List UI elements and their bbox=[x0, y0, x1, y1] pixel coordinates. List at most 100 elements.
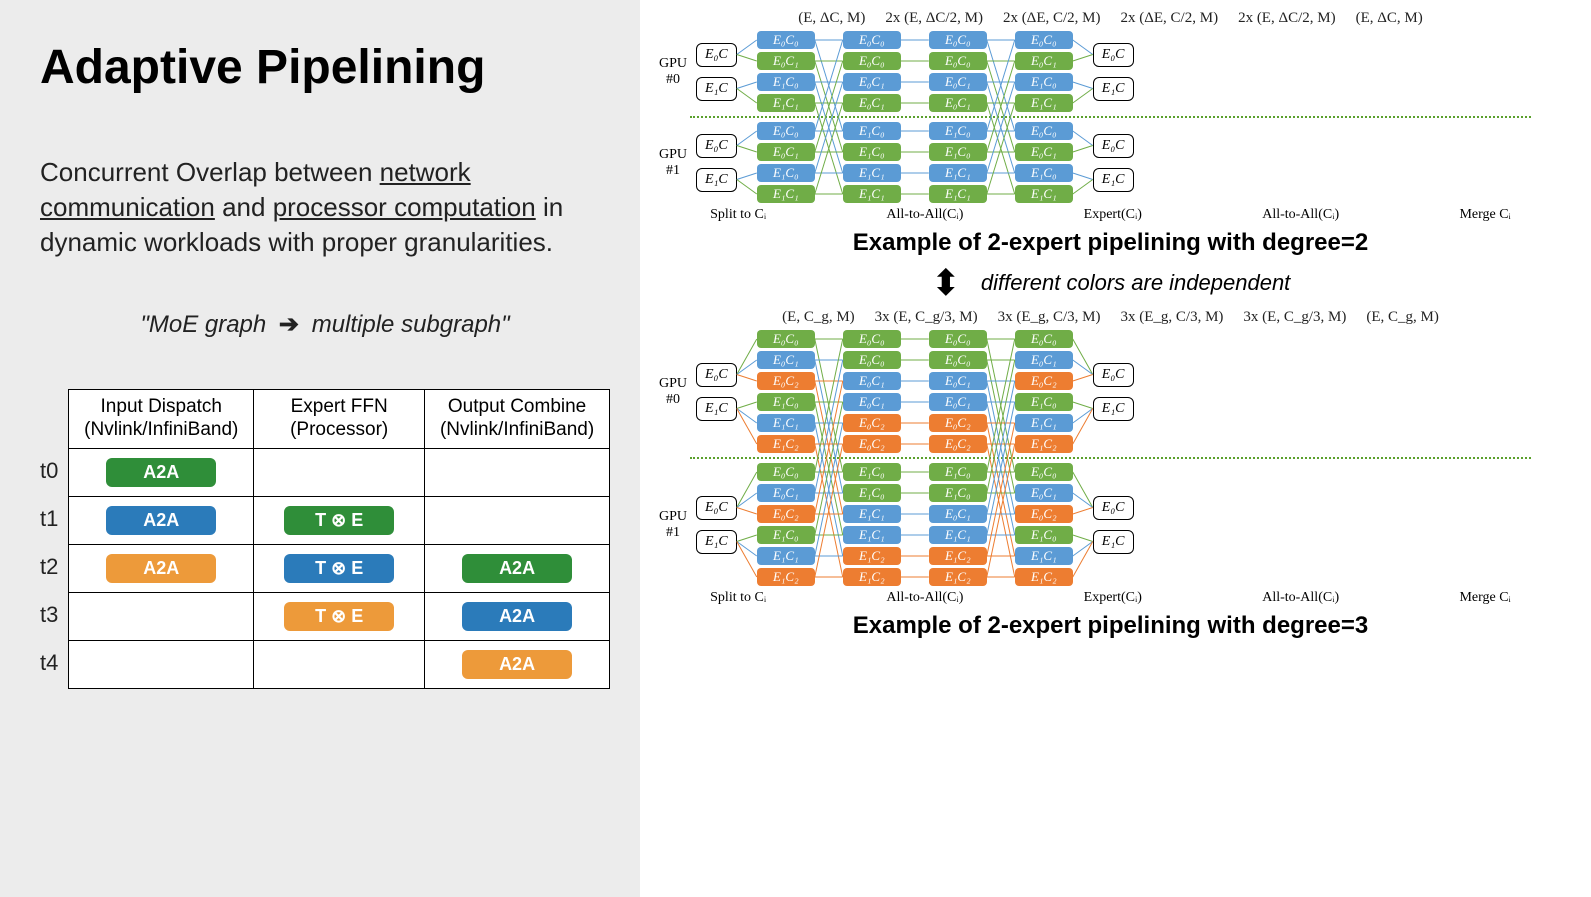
chip: E₁C₂ bbox=[757, 568, 815, 586]
table-cell bbox=[69, 640, 254, 688]
chip: E₀C₁ bbox=[929, 505, 987, 523]
chip: E₀C₀ bbox=[929, 31, 987, 49]
formula-term: 2x (ΔE, C/2, M) bbox=[1121, 10, 1219, 27]
chip: E₁C₁ bbox=[929, 164, 987, 182]
chip: E₀C₀ bbox=[843, 351, 901, 369]
diagram-degree-2: (E, ΔC, M)2x (E, ΔC/2, M)2x (ΔE, C/2, M)… bbox=[650, 10, 1571, 257]
chip: E₀C₀ bbox=[843, 31, 901, 49]
arrow-icon: ➔ bbox=[279, 311, 299, 338]
mid-cols: E₀C₀ E₀C₁ E₀C₂ E₁C₀ E₁C₁ E₁C₂ E₁C₀ E₁C₀ E₁C₁ E₁C₁… bbox=[757, 463, 1073, 586]
chip: E₁C₁ bbox=[1015, 185, 1073, 203]
formula-term: 3x (E_g, C/3, M) bbox=[1121, 309, 1224, 326]
chip: E₁C₁ bbox=[1015, 94, 1073, 112]
gpu-block: GPU#1E₀CE₁CE₀C₀E₀C₁E₀C₂E₁C₀E₁C₁E₁C₂E₁C₀E… bbox=[650, 463, 1571, 586]
table-cell bbox=[254, 640, 425, 688]
io-col-right: E₀CE₁C bbox=[1093, 496, 1134, 554]
left-panel: Adaptive Pipelining Concurrent Overlap b… bbox=[0, 0, 640, 897]
table-cell: A2A bbox=[69, 448, 254, 496]
stage-label: Split to Cᵢ bbox=[710, 590, 766, 606]
d3-stage-labels: Split to CᵢAll-to-All(Cᵢ)Expert(Cᵢ)All-t… bbox=[650, 590, 1571, 606]
table-header: Input Dispatch(Nvlink/InfiniBand) bbox=[69, 390, 254, 449]
io-col-left: E₀CE₁C bbox=[696, 363, 737, 421]
chip: E₀C₁ bbox=[929, 393, 987, 411]
desc-u2: processor computation bbox=[273, 192, 536, 222]
io-box: E₁C bbox=[1093, 168, 1134, 192]
table-row: A2A T ⊗ E bbox=[69, 496, 610, 544]
chip: E₁C₀ bbox=[757, 164, 815, 182]
table-header: Expert FFN(Processor) bbox=[254, 390, 425, 449]
pill: A2A bbox=[106, 506, 216, 535]
stage-label: Split to Cᵢ bbox=[710, 207, 766, 223]
table-cell bbox=[425, 496, 610, 544]
formula-term: (E, C_g, M) bbox=[1366, 309, 1439, 326]
chip: E₀C₁ bbox=[929, 94, 987, 112]
pill: T ⊗ E bbox=[284, 554, 394, 583]
chip: E₁C₁ bbox=[757, 414, 815, 432]
chip: E₀C₂ bbox=[929, 414, 987, 432]
mid-col: E₀C₀E₀C₀E₀C₁E₀C₁ bbox=[929, 31, 987, 112]
mid-col: E₀C₀E₀C₁E₁C₀E₁C₁ bbox=[1015, 122, 1073, 203]
mid-cols: E₀C₀E₀C₁E₁C₀E₁C₁E₁C₀E₁C₀E₁C₁E₁C₁E₁C₀E₁C₀… bbox=[757, 122, 1073, 203]
mid-row: ⬍ different colors are independent bbox=[650, 265, 1571, 301]
chip: E₁C₁ bbox=[843, 505, 901, 523]
table-cell: A2A bbox=[425, 544, 610, 592]
chip: E₀C₁ bbox=[1015, 52, 1073, 70]
table-row: A2A bbox=[69, 640, 610, 688]
d2-caption: Example of 2-expert pipelining with degr… bbox=[650, 229, 1571, 257]
chip: E₁C₀ bbox=[929, 122, 987, 140]
io-box: E₀C bbox=[1093, 363, 1134, 387]
chip: E₀C₀ bbox=[1015, 463, 1073, 481]
gpu-label: GPU#0 bbox=[650, 56, 696, 87]
gpu-block: GPU#0E₀CE₁CE₀C₀E₀C₁E₁C₀E₁C₁E₀C₀E₀C₀E₀C₁E… bbox=[650, 31, 1571, 112]
chip: E₁C₁ bbox=[929, 526, 987, 544]
chip: E₁C₁ bbox=[757, 547, 815, 565]
chip: E₁C₂ bbox=[843, 568, 901, 586]
io-col-left: E₀CE₁C bbox=[696, 496, 737, 554]
pill: A2A bbox=[106, 458, 216, 487]
quote: "MoE graph ➔ multiple subgraph" bbox=[40, 310, 610, 339]
chip: E₁C₀ bbox=[843, 463, 901, 481]
right-panel: (E, ΔC, M)2x (E, ΔC/2, M)2x (ΔE, C/2, M)… bbox=[640, 0, 1591, 897]
formula-term: 2x (E, ΔC/2, M) bbox=[1238, 10, 1336, 27]
d2-body: GPU#0E₀CE₁CE₀C₀E₀C₁E₁C₀E₁C₁E₀C₀E₀C₀E₀C₁E… bbox=[650, 31, 1571, 203]
mid-cols: E₀C₀E₀C₁E₀C₂E₁C₀E₁C₁E₁C₂E₀C₀E₀C₀E₀C₁E₀C₁… bbox=[757, 330, 1073, 453]
formula-term: 3x (E, C_g/3, M) bbox=[1243, 309, 1346, 326]
row-label: t0 bbox=[40, 447, 64, 495]
stage-label: All-to-All(Cᵢ) bbox=[1262, 590, 1339, 606]
chip: E₀C₂ bbox=[757, 505, 815, 523]
chip: E₁C₂ bbox=[843, 547, 901, 565]
pill: A2A bbox=[462, 602, 572, 631]
chip: E₀C₁ bbox=[1015, 484, 1073, 502]
table-cell: T ⊗ E bbox=[254, 496, 425, 544]
mid-cols: E₀C₀E₀C₁E₁C₀E₁C₁E₀C₀E₀C₀E₀C₁E₀C₁E₀C₀E₀C₀… bbox=[757, 31, 1073, 112]
formula-term: 2x (ΔE, C/2, M) bbox=[1003, 10, 1101, 27]
schedule-table: Input Dispatch(Nvlink/InfiniBand)Expert … bbox=[68, 389, 610, 689]
pill: A2A bbox=[462, 554, 572, 583]
dotted-divider bbox=[690, 116, 1531, 118]
table-cell: A2A bbox=[425, 640, 610, 688]
chip: E₁C₀ bbox=[843, 143, 901, 161]
chip: E₁C₁ bbox=[843, 526, 901, 544]
formula-term: (E, C_g, M) bbox=[782, 309, 855, 326]
io-box: E₀C bbox=[1093, 134, 1134, 158]
chip: E₁C₁ bbox=[757, 94, 815, 112]
chip: E₀C₀ bbox=[1015, 31, 1073, 49]
chip: E₀C₁ bbox=[843, 393, 901, 411]
chip: E₁C₀ bbox=[929, 484, 987, 502]
mid-col: E₀C₀E₀C₁E₀C₂E₁C₀E₁C₁E₁C₂ bbox=[757, 330, 815, 453]
chip: E₁C₁ bbox=[843, 185, 901, 203]
dotted-divider bbox=[690, 457, 1531, 459]
chip: E₁C₁ bbox=[843, 164, 901, 182]
chip: E₁C₀ bbox=[757, 526, 815, 544]
gpu-label: GPU#0 bbox=[650, 376, 696, 407]
io-box: E₁C bbox=[696, 530, 737, 554]
gpu-label: GPU#1 bbox=[650, 509, 696, 540]
chip: E₀C₂ bbox=[1015, 505, 1073, 523]
chip: E₀C₁ bbox=[1015, 143, 1073, 161]
table-row: T ⊗ EA2A bbox=[69, 592, 610, 640]
chip: E₁C₀ bbox=[1015, 393, 1073, 411]
mid-note: different colors are independent bbox=[981, 270, 1290, 296]
pill: T ⊗ E bbox=[284, 506, 394, 535]
io-box: E₁C bbox=[1093, 77, 1134, 101]
chip: E₁C₀ bbox=[929, 463, 987, 481]
